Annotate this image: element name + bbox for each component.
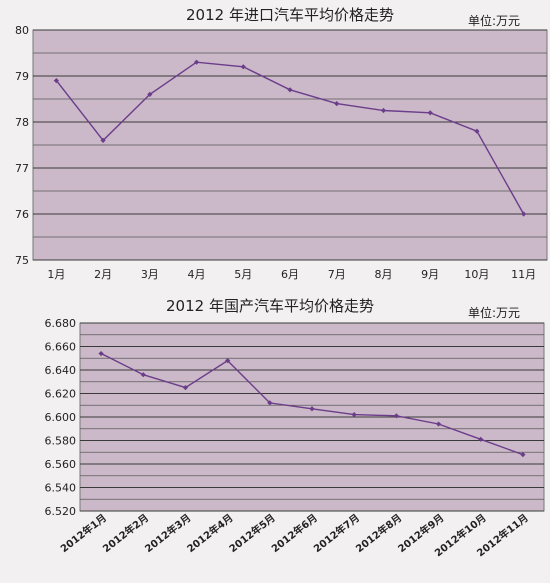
domestic-chart-x-tick-label: 2012年7月 — [311, 511, 362, 555]
domestic-chart-data-point — [309, 406, 315, 412]
domestic-chart-data-point — [393, 413, 399, 419]
domestic-chart-data-point — [478, 436, 484, 442]
domestic-chart-y-tick-label: 6.680 — [45, 317, 77, 330]
import-chart-data-point — [427, 110, 433, 116]
import-chart-y-tick-label: 77 — [15, 162, 29, 175]
import-chart-y-tick-label: 76 — [15, 208, 29, 221]
domestic-chart-data-point — [520, 452, 526, 458]
import-chart-y-tick-label: 80 — [15, 24, 29, 37]
domestic-chart-data-point — [98, 350, 104, 357]
domestic-chart-x-tick-label: 2012年2月 — [100, 511, 151, 555]
import-chart-title: 2012 年进口汽车平均价格走势 — [186, 6, 394, 24]
domestic-chart-y-tick-label: 6.560 — [45, 458, 77, 471]
domestic-chart-x-tick-label: 2012年6月 — [269, 511, 320, 555]
import-chart-data-point — [380, 107, 387, 114]
import-chart-y-tick-label: 78 — [15, 116, 29, 129]
import-chart-data-point — [334, 101, 340, 107]
domestic-chart-x-tick-label: 2012年5月 — [226, 511, 277, 555]
domestic-chart-y-tick-label: 6.600 — [45, 411, 77, 424]
domestic-chart-data-point — [182, 385, 189, 391]
domestic-chart-data-point — [267, 400, 273, 406]
domestic-chart-data-point — [225, 358, 231, 364]
import-chart-data-point — [240, 64, 246, 70]
import-chart-x-tick-label: 9月 — [421, 268, 439, 281]
domestic-chart-y-tick-label: 6.620 — [45, 388, 77, 401]
domestic-chart-title: 2012 年国产汽车平均价格走势 — [166, 297, 374, 315]
domestic-chart-data-point — [435, 421, 442, 427]
domestic-chart-y-tick-label: 6.520 — [45, 505, 77, 518]
import-chart-x-tick-label: 2月 — [94, 268, 112, 281]
import-chart-x-tick-label: 8月 — [374, 268, 392, 281]
import-chart-data-point — [147, 91, 153, 97]
import-chart-x-tick-label: 3月 — [141, 268, 159, 281]
import-chart-y-tick-label: 79 — [15, 70, 29, 83]
import-chart-x-tick-label: 1月 — [47, 268, 65, 281]
domestic-chart-data-point — [140, 372, 146, 378]
import-chart-x-tick-label: 11月 — [511, 268, 536, 281]
domestic-chart-x-tick-label: 2012年3月 — [142, 511, 193, 555]
import-chart-y-tick-label: 75 — [15, 254, 29, 267]
import-chart-data-point — [521, 211, 527, 217]
import-chart-x-tick-label: 7月 — [328, 268, 346, 281]
domestic-chart-y-tick-label: 6.540 — [45, 482, 77, 495]
import-chart-x-tick-label: 10月 — [464, 268, 489, 281]
import-chart-unit-label: 单位:万元 — [468, 13, 520, 28]
import-chart-data-point — [287, 87, 293, 93]
import-chart-data-point — [53, 78, 59, 84]
domestic-chart-data-point — [351, 412, 357, 418]
import-chart-data-point — [193, 59, 200, 65]
domestic-chart-x-tick-label: 2012年4月 — [184, 511, 235, 555]
import-chart-x-tick-label: 5月 — [234, 268, 252, 281]
domestic-chart-unit-label: 单位:万元 — [468, 305, 520, 320]
import-chart-data-point — [100, 137, 106, 143]
import-chart-x-tick-label: 6月 — [281, 268, 299, 281]
domestic-chart-y-tick-label: 6.660 — [45, 341, 77, 354]
domestic-chart-y-tick-label: 6.640 — [45, 364, 77, 377]
import-chart-data-point — [474, 128, 480, 134]
import-chart-x-tick-label: 4月 — [188, 268, 206, 281]
domestic-chart-x-tick-label: 2012年8月 — [353, 511, 404, 555]
domestic-chart-y-tick-label: 6.580 — [45, 435, 77, 448]
